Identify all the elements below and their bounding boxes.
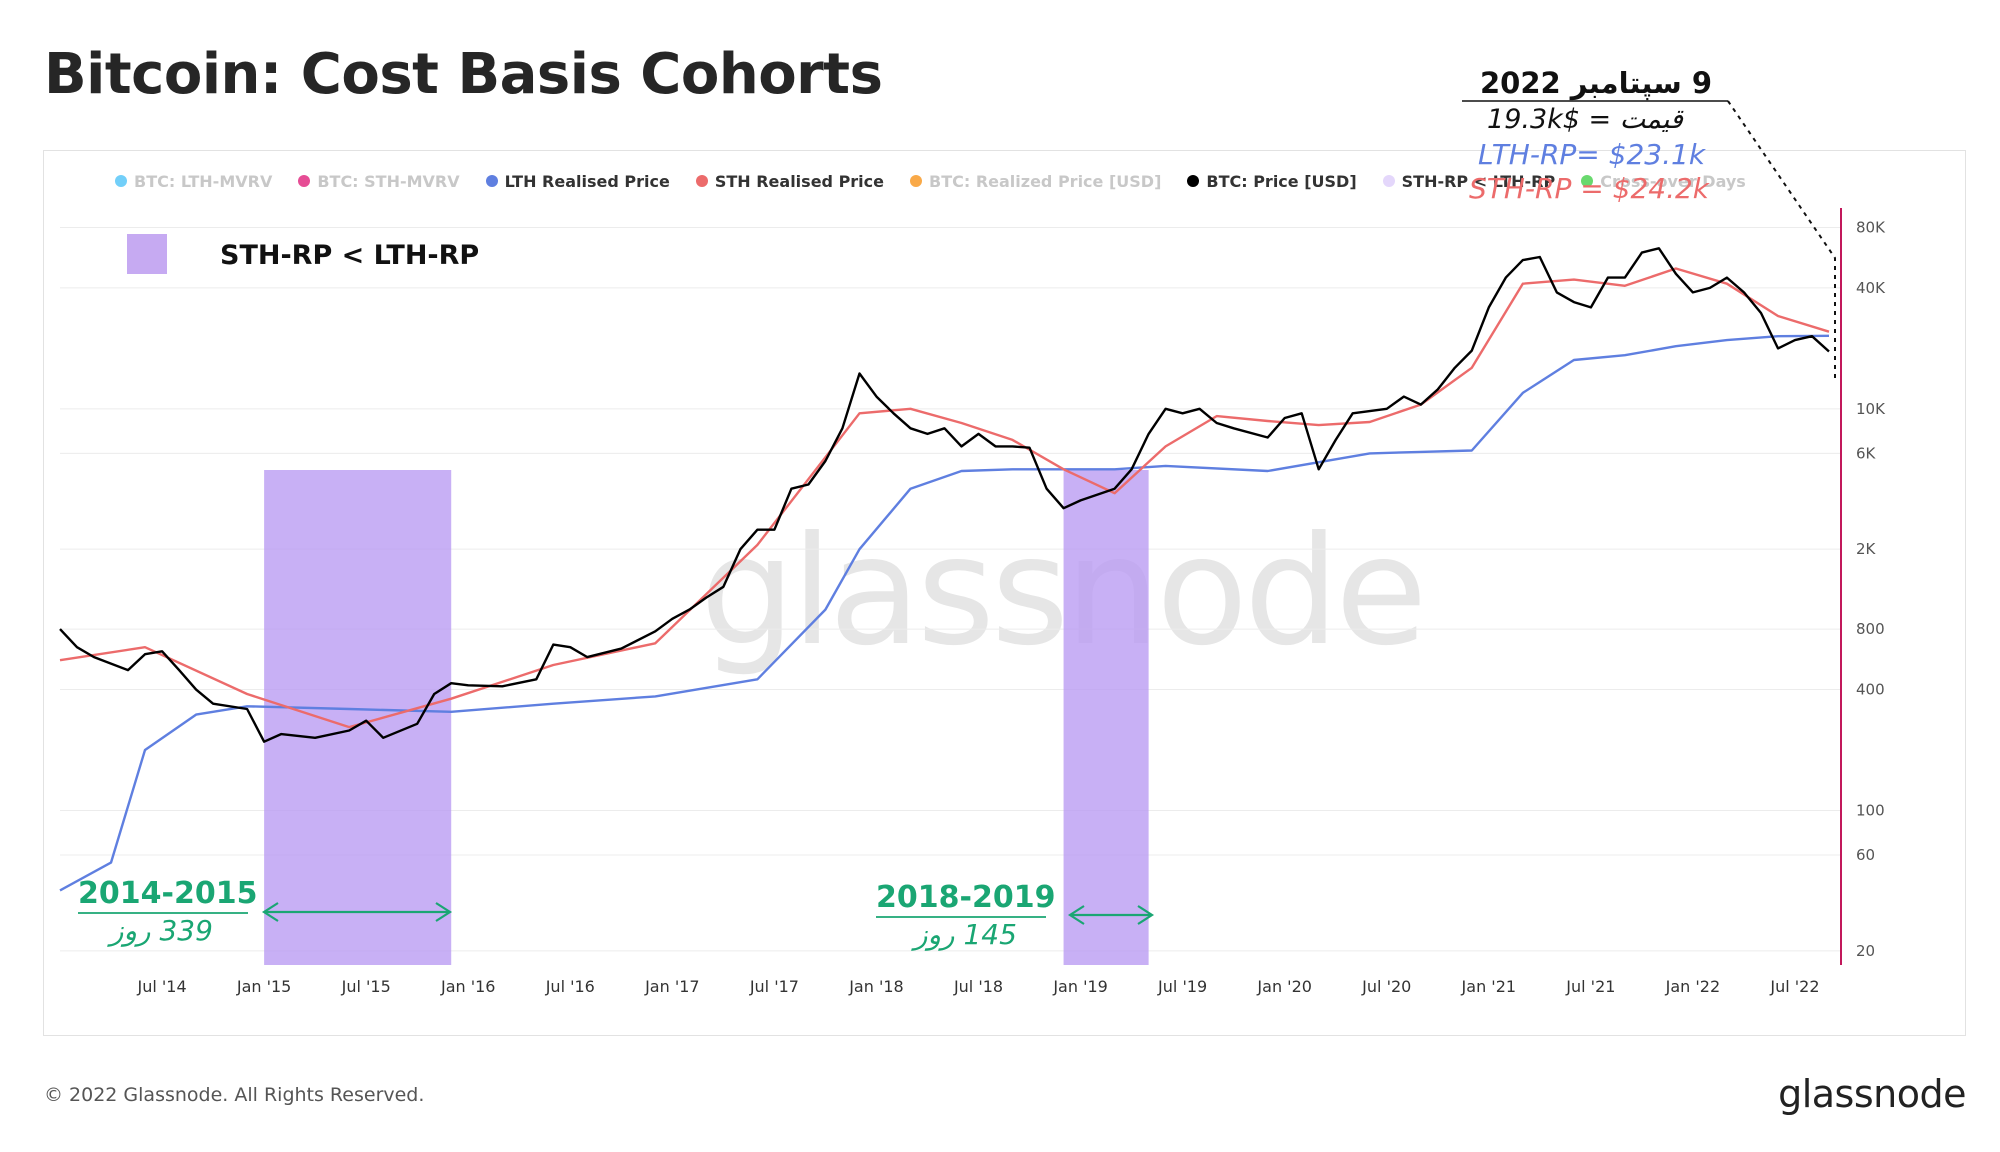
legend-item-sth-lt-lth[interactable]: STH-RP < LTH-RP — [1382, 171, 1556, 191]
legend-swatch-icon — [910, 175, 922, 187]
legend-item-crossover[interactable]: Cross-over Days — [1581, 172, 1746, 191]
legend-item-lth-realised[interactable]: LTH Realised Price — [485, 171, 670, 191]
x-tick-label: Jul '15 — [341, 977, 391, 996]
y-tick-label: 6K — [1856, 444, 1877, 462]
inline-legend-label: STH-RP < LTH-RP — [220, 240, 479, 271]
x-tick-label: Jan '20 — [1256, 977, 1312, 996]
legend-swatch-icon — [485, 175, 498, 187]
period2-arrow-head-left — [1067, 905, 1085, 925]
legend-label: STH Realised Price — [714, 171, 884, 191]
shaded-period — [264, 470, 452, 965]
legend-swatch-icon — [1581, 175, 1594, 187]
x-tick-label: Jan '18 — [848, 977, 904, 996]
annotation-price: قیمت = $19.3k — [1487, 104, 1683, 135]
x-tick-label: Jul '16 — [545, 977, 595, 996]
y-tick-label: 10K — [1856, 400, 1886, 418]
legend-swatch-icon — [1382, 175, 1395, 187]
y-tick-label: 100 — [1856, 801, 1885, 819]
legend-label: STH-RP < LTH-RP — [1401, 171, 1556, 191]
series-lth-line — [59, 334, 1830, 892]
annotation-pointer-line — [1727, 100, 1836, 380]
y-tick-label: 400 — [1856, 681, 1885, 699]
annotation-graphics: STH-RP < LTH-RP — [78, 100, 1836, 925]
legend-item-price[interactable]: BTC: Price [USD] — [1187, 171, 1357, 191]
annotation-sth: STH-RP = $24.2k — [1469, 172, 1710, 205]
x-tick-label: Jan '16 — [440, 977, 496, 996]
legend-swatch-icon — [298, 175, 311, 187]
legend-swatch-icon — [115, 175, 127, 187]
x-axis: Jul '14 Jan '15 Jul '15 Jan '16 Jul '16 Jan '… — [136, 977, 1819, 996]
x-tick-label: Jan '22 — [1665, 977, 1721, 996]
x-tick-label: Jul '21 — [1565, 977, 1615, 996]
y-tick-label: 60 — [1856, 846, 1875, 864]
y-axis: 20 60 100 400 800 2K 6K 10K 40K 80K — [1840, 208, 1886, 965]
period2-days: 145 روز — [914, 918, 1017, 951]
legend-swatch-icon — [695, 175, 708, 187]
legend-item-sth-realised[interactable]: STH Realised Price — [695, 171, 884, 191]
legend-item-sth-mvrv[interactable]: BTC: STH-MVRV — [298, 171, 460, 191]
x-tick-label: Jul '17 — [749, 977, 799, 996]
chart-frame — [43, 150, 1966, 1036]
chart-legend: BTC: LTH-MVRV BTC: STH-MVRV LTH Realised… — [115, 169, 1772, 193]
legend-item-realized-price[interactable]: BTC: Realized Price [USD] — [910, 172, 1161, 191]
annotation-date: 9 سپتامبر 2022 — [1479, 66, 1712, 100]
period1-days: 339 روز — [110, 914, 213, 947]
legend-label: Cross-over Days — [1600, 171, 1746, 191]
page-title: Bitcoin: Cost Basis Cohorts — [44, 42, 883, 107]
y-tick-label: 40K — [1856, 279, 1886, 297]
x-tick-label: Jul '18 — [953, 977, 1003, 996]
legend-label: BTC: LTH-MVRV — [134, 171, 273, 191]
legend-label: BTC: STH-MVRV — [317, 171, 460, 191]
period2-title: 2018-2019 — [876, 880, 1056, 915]
series-sth-line — [59, 267, 1830, 729]
chart-series — [59, 247, 1830, 892]
legend-label: BTC: Price [USD] — [1206, 171, 1357, 191]
x-tick-label: Jan '17 — [644, 977, 700, 996]
period1-title: 2014-2015 — [78, 876, 258, 911]
annotation-lth: LTH-RP= $23.1k — [1478, 138, 1706, 171]
copyright-footer: © 2022 Glassnode. All Rights Reserved. — [44, 1084, 425, 1106]
shaded-period — [1063, 470, 1149, 965]
period1-arrow-head-left — [261, 902, 279, 922]
y-tick-label: 2K — [1856, 540, 1877, 558]
legend-label: LTH Realised Price — [504, 171, 670, 191]
inline-legend-swatch — [127, 234, 167, 274]
x-tick-label: Jul '19 — [1157, 977, 1207, 996]
period2-arrow-head-right — [1137, 905, 1155, 925]
brand-logo: glassnode — [1778, 1072, 1966, 1116]
period1-arrow-head-right — [435, 902, 453, 922]
x-tick-label: Jul '22 — [1769, 977, 1819, 996]
y-tick-label: 20 — [1856, 942, 1875, 960]
x-tick-label: Jan '21 — [1461, 977, 1517, 996]
x-tick-label: Jul '20 — [1361, 977, 1411, 996]
y-tick-label: 80K — [1856, 218, 1886, 236]
x-tick-label: Jan '15 — [236, 977, 292, 996]
y-tick-label: 800 — [1856, 620, 1885, 638]
x-tick-label: Jan '19 — [1052, 977, 1108, 996]
legend-label: BTC: Realized Price [USD] — [929, 171, 1162, 191]
legend-swatch-icon — [1187, 175, 1200, 187]
legend-item-lth-mvrv[interactable]: BTC: LTH-MVRV — [115, 172, 272, 191]
series-price-line — [59, 247, 1830, 743]
x-tick-label: Jul '14 — [136, 977, 186, 996]
